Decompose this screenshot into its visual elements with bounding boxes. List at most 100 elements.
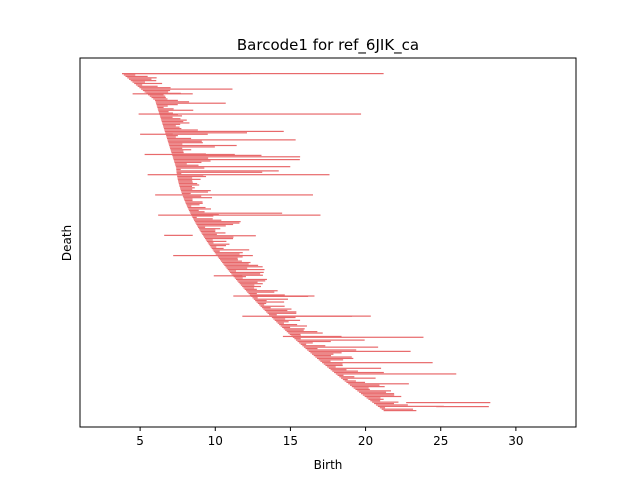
barcode-bar	[213, 275, 243, 277]
barcode-bar	[317, 357, 354, 360]
barcode-bar	[176, 170, 279, 172]
barcode-bar	[168, 143, 183, 145]
x-axis-label: Birth	[314, 458, 343, 472]
barcode-bar	[289, 333, 301, 336]
barcode-bar	[294, 338, 301, 340]
barcode-bar	[235, 278, 267, 281]
barcode-bar	[153, 98, 168, 100]
barcode-bar	[379, 407, 386, 409]
barcode-bar	[177, 178, 201, 180]
barcode-bar	[132, 93, 193, 95]
barcode-bar	[362, 394, 395, 396]
barcode-bar	[334, 371, 384, 374]
barcode-bar	[199, 229, 216, 231]
barcode-bar	[197, 225, 226, 227]
barcode-bar	[157, 106, 164, 109]
barcode-bar	[342, 378, 348, 381]
barcode-bar	[374, 402, 395, 405]
barcode-bar	[161, 120, 184, 123]
barcode-bar	[123, 74, 136, 76]
barcode-bar	[205, 239, 213, 241]
barcode-bar	[166, 136, 176, 138]
barcode-bar	[196, 223, 234, 226]
barcode-bar	[271, 316, 296, 319]
barcode-bar	[308, 350, 411, 352]
barcode-bar	[325, 364, 343, 367]
x-tick-label: 10	[208, 434, 223, 448]
barcode-bar	[207, 242, 214, 244]
barcode-bar	[339, 376, 355, 378]
barcode-bar	[256, 301, 285, 303]
barcode-bar	[242, 285, 261, 288]
barcode-bar	[188, 209, 199, 211]
barcode-bar	[300, 343, 307, 345]
barcode-bar	[167, 139, 296, 141]
barcode-bar	[243, 287, 255, 289]
barcode-bar	[225, 266, 263, 268]
barcode-bar	[337, 374, 344, 376]
barcode-bar	[166, 137, 192, 140]
barcode-bar	[130, 80, 157, 82]
barcode-bar	[122, 73, 384, 75]
barcode-bar	[305, 347, 318, 350]
barcode-bar	[280, 325, 307, 327]
barcode-bar	[197, 226, 206, 228]
barcode-bar	[168, 142, 203, 144]
barcode-bar	[328, 367, 382, 369]
barcode-bar	[223, 263, 249, 265]
barcode-bar	[164, 129, 198, 131]
barcode-bar	[204, 236, 234, 238]
barcode-bar	[139, 87, 171, 89]
barcode-bar	[202, 233, 217, 235]
barcode-bar	[209, 245, 227, 247]
barcode-bar	[180, 188, 193, 190]
barcode-bar	[148, 94, 164, 96]
barcode-bar	[348, 383, 409, 385]
barcode-bar	[210, 246, 217, 248]
barcode-bar	[230, 271, 264, 274]
barcode-bar	[175, 164, 199, 166]
barcode-bar	[353, 387, 369, 389]
barcode-bar	[172, 154, 262, 156]
barcode-bar	[221, 260, 242, 262]
barcode-bar	[232, 274, 263, 276]
barcode-bar	[248, 292, 257, 295]
barcode-bar	[171, 151, 184, 154]
barcode-bar	[292, 336, 424, 338]
barcode-bar	[178, 182, 198, 185]
barcode-bar	[288, 332, 323, 334]
barcode-bars	[122, 73, 491, 412]
barcode-bar	[129, 78, 152, 80]
barcode-bar	[372, 401, 399, 403]
barcode-bar	[178, 180, 193, 182]
barcode-bar	[134, 82, 163, 85]
barcode-bar	[259, 304, 265, 306]
x-tick-label: 25	[433, 434, 448, 448]
barcode-bar	[154, 99, 178, 101]
barcode-bar	[151, 96, 166, 99]
barcode-bar	[182, 195, 202, 197]
barcode-bar	[238, 281, 258, 283]
barcode-bar	[283, 328, 305, 330]
barcode-bar	[169, 144, 237, 147]
barcode-bar	[161, 119, 187, 121]
barcode-bar	[142, 89, 171, 92]
barcode-bar	[198, 228, 221, 230]
barcode-bar	[214, 252, 243, 254]
barcode-bar	[200, 230, 216, 233]
barcode-bar	[177, 177, 193, 179]
x-tick-label: 20	[358, 434, 373, 448]
barcode-bar	[160, 118, 181, 120]
barcode-bar	[135, 84, 143, 86]
y-axis-label: Death	[60, 225, 74, 261]
barcode-bar	[181, 192, 191, 195]
barcode-bar	[132, 81, 145, 83]
barcode-bar	[253, 298, 288, 300]
barcode-bar	[158, 111, 169, 113]
barcode-bar	[162, 123, 181, 125]
barcode-bar	[282, 335, 342, 338]
barcode-bar	[277, 322, 284, 324]
barcode-bar	[173, 254, 253, 257]
barcode-bar	[144, 153, 235, 156]
